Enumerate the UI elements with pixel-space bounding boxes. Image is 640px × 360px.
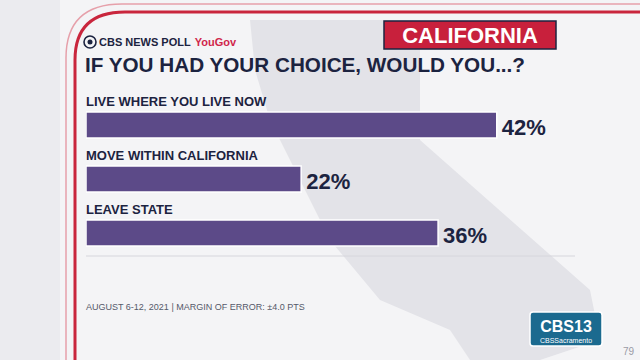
background [0, 0, 640, 360]
region-box [384, 21, 556, 49]
category-label: LIVE WHERE YOU LIVE NOW [86, 94, 267, 109]
station-sub: CBSSacramento [540, 337, 592, 344]
cbs-logo [84, 36, 96, 48]
region: CALIFORNIA [402, 23, 538, 48]
value-label: 22% [306, 169, 350, 194]
frame-arc [66, 4, 640, 360]
corner-text: 79 [623, 346, 635, 357]
value-label: 42% [502, 115, 546, 140]
left-panel [0, 0, 60, 360]
station-logo [530, 312, 602, 346]
pollster: YouGov [195, 36, 237, 48]
station: CBS13 [540, 318, 592, 335]
bar [86, 166, 301, 192]
chart-root: CBS NEWS POLL YouGov CALIFORNIA IF YOU HAD … [0, 0, 640, 360]
x-axis-line [86, 256, 575, 257]
category-label: LEAVE STATE [86, 202, 173, 217]
value-label: 36% [443, 223, 487, 248]
title: IF YOU HAD YOUR CHOICE, WOULD YOU...? [85, 54, 525, 76]
frame-arc [75, 12, 640, 360]
footnote: AUGUST 6-12, 2021 | MARGIN OF ERROR: ±4.… [86, 302, 305, 312]
logo-eye [84, 36, 96, 48]
source: CBS NEWS POLL [99, 36, 191, 48]
bar [86, 220, 438, 246]
category-label: MOVE WITHIN CALIFORNIA [86, 148, 258, 163]
bar [86, 112, 497, 138]
chart-svg: CBS NEWS POLL YouGov CALIFORNIA IF YOU HAD … [0, 0, 640, 360]
bars [86, 112, 497, 246]
logo-pupil [88, 40, 93, 45]
